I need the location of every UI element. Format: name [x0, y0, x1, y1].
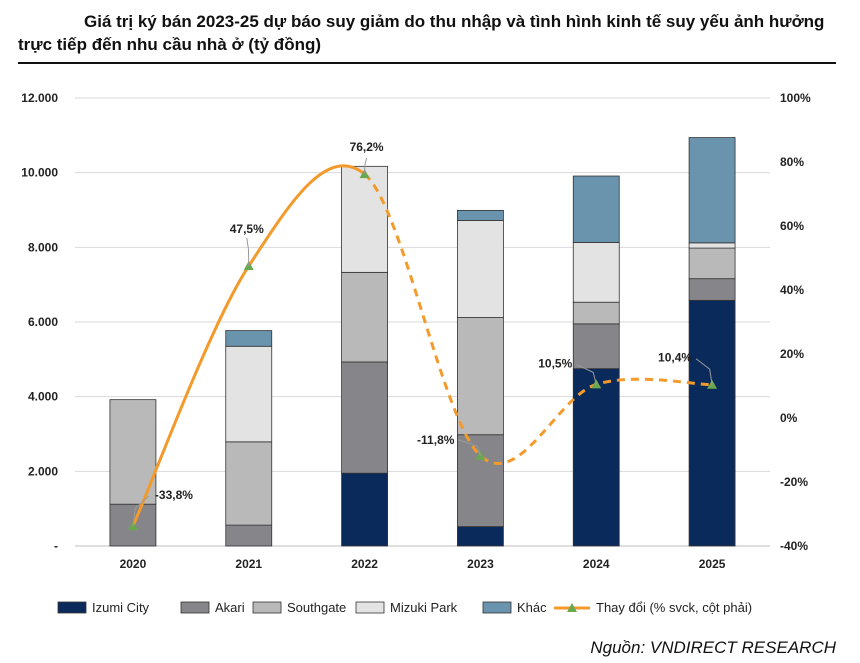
- right-tick-label: 100%: [780, 91, 811, 105]
- annotation-label: 76,2%: [350, 140, 384, 154]
- left-tick-label: 6.000: [28, 315, 58, 329]
- right-tick-label: 60%: [780, 219, 804, 233]
- category-label: 2022: [351, 557, 378, 571]
- annotation-leader: [695, 358, 713, 385]
- legend-marker: [567, 603, 577, 612]
- bar-segment-mizuki-park: [457, 220, 504, 318]
- category-label: 2025: [699, 557, 726, 571]
- bar-segment-akari: [688, 278, 736, 301]
- legend-label: Akari: [215, 600, 245, 615]
- annotation-leader: [246, 237, 250, 267]
- bar-segment-izumi-city: [457, 526, 504, 547]
- bars: [109, 137, 736, 547]
- bar-segment-akari: [225, 524, 273, 547]
- annotation-leader: [132, 495, 150, 527]
- right-tick-label: 80%: [780, 155, 804, 169]
- legend-label: Izumi City: [92, 600, 150, 615]
- line-annotations: -33,8% 47,5% 76,2% -11,8% 10,5% 10,4%: [132, 140, 713, 527]
- category-label: 2023: [467, 557, 494, 571]
- left-tick-label: 10.000: [21, 166, 58, 180]
- annotation-label: -33,8%: [155, 488, 193, 502]
- bar-segment-southgate: [688, 247, 736, 280]
- legend-label: Southgate: [287, 600, 346, 615]
- right-axis-ticks: -40% -20% 0% 20% 40% 60% 80% 100%: [780, 91, 811, 553]
- left-tick-label: -: [54, 539, 58, 553]
- annotation-label: 10,5%: [538, 356, 572, 370]
- right-tick-label: 0%: [780, 411, 798, 425]
- bar-segment-southgate: [572, 301, 620, 325]
- change-line-forecast: [363, 173, 713, 465]
- category-label: 2021: [235, 557, 262, 571]
- legend-label: Khác: [517, 600, 547, 615]
- bar-segment-akari: [457, 434, 504, 527]
- bar-segment-khac: [688, 137, 736, 244]
- annotation-label: 10,4%: [658, 351, 692, 365]
- bar-segment-mizuki-park: [572, 242, 620, 303]
- bar-segment-khac: [572, 175, 620, 243]
- annotation-label: -11,8%: [417, 433, 455, 447]
- bar-segment-southgate: [341, 271, 388, 363]
- bar-segment-izumi-city: [341, 472, 388, 547]
- bar-segment-southgate: [225, 441, 273, 526]
- title-underline: [18, 62, 836, 64]
- right-tick-label: 40%: [780, 283, 804, 297]
- gridlines: [75, 97, 770, 547]
- bar-segment-khac: [225, 330, 273, 347]
- category-labels: 2020 2021 2022 2023 2024 2025: [120, 557, 726, 571]
- legend-swatch: [482, 601, 512, 614]
- annotation-label: 47,5%: [230, 222, 264, 236]
- right-tick-label: -40%: [780, 539, 808, 553]
- change-line: [127, 164, 718, 531]
- bar-segment-khac: [457, 209, 504, 221]
- category-label: 2020: [120, 557, 147, 571]
- source-note: Nguồn: VNDIRECT RESEARCH: [590, 638, 836, 657]
- bar-segment-izumi-city: [688, 299, 736, 547]
- bar-segment-akari: [341, 361, 388, 474]
- left-axis-ticks: - 2.000 4.000 6.000 8.000 10.000 12.000: [21, 91, 58, 553]
- legend-swatch: [180, 601, 210, 614]
- legend-swatch: [57, 601, 87, 614]
- right-tick-label: -20%: [780, 475, 808, 489]
- bar-segment-mizuki-park: [341, 165, 388, 273]
- legend-swatch: [252, 601, 282, 614]
- bar-segment-akari: [572, 323, 620, 370]
- chart-title: Giá trị ký bán 2023-25 dự báo suy giảm d…: [18, 12, 825, 54]
- left-tick-label: 12.000: [21, 91, 58, 105]
- left-tick-label: 2.000: [28, 464, 58, 478]
- right-tick-label: 20%: [780, 347, 804, 361]
- bar-segment-izumi-city: [572, 368, 620, 547]
- legend: Izumi City Akari Southgate Mizuki Park Khác T…: [57, 600, 752, 615]
- category-label: 2024: [583, 557, 610, 571]
- legend-swatch: [355, 601, 385, 614]
- annotation-leader: [576, 363, 597, 385]
- left-tick-label: 4.000: [28, 390, 58, 404]
- legend-label: Thay đổi (% svck, cột phải): [596, 600, 752, 615]
- legend-label: Mizuki Park: [390, 600, 458, 615]
- bar-segment-southgate: [457, 317, 504, 436]
- annotation-leader: [458, 439, 481, 456]
- annotation-leader: [364, 158, 368, 175]
- bar-segment-mizuki-park: [688, 242, 736, 249]
- change-line-actual: [131, 164, 366, 527]
- left-tick-label: 8.000: [28, 240, 58, 254]
- bar-segment-mizuki-park: [225, 345, 273, 443]
